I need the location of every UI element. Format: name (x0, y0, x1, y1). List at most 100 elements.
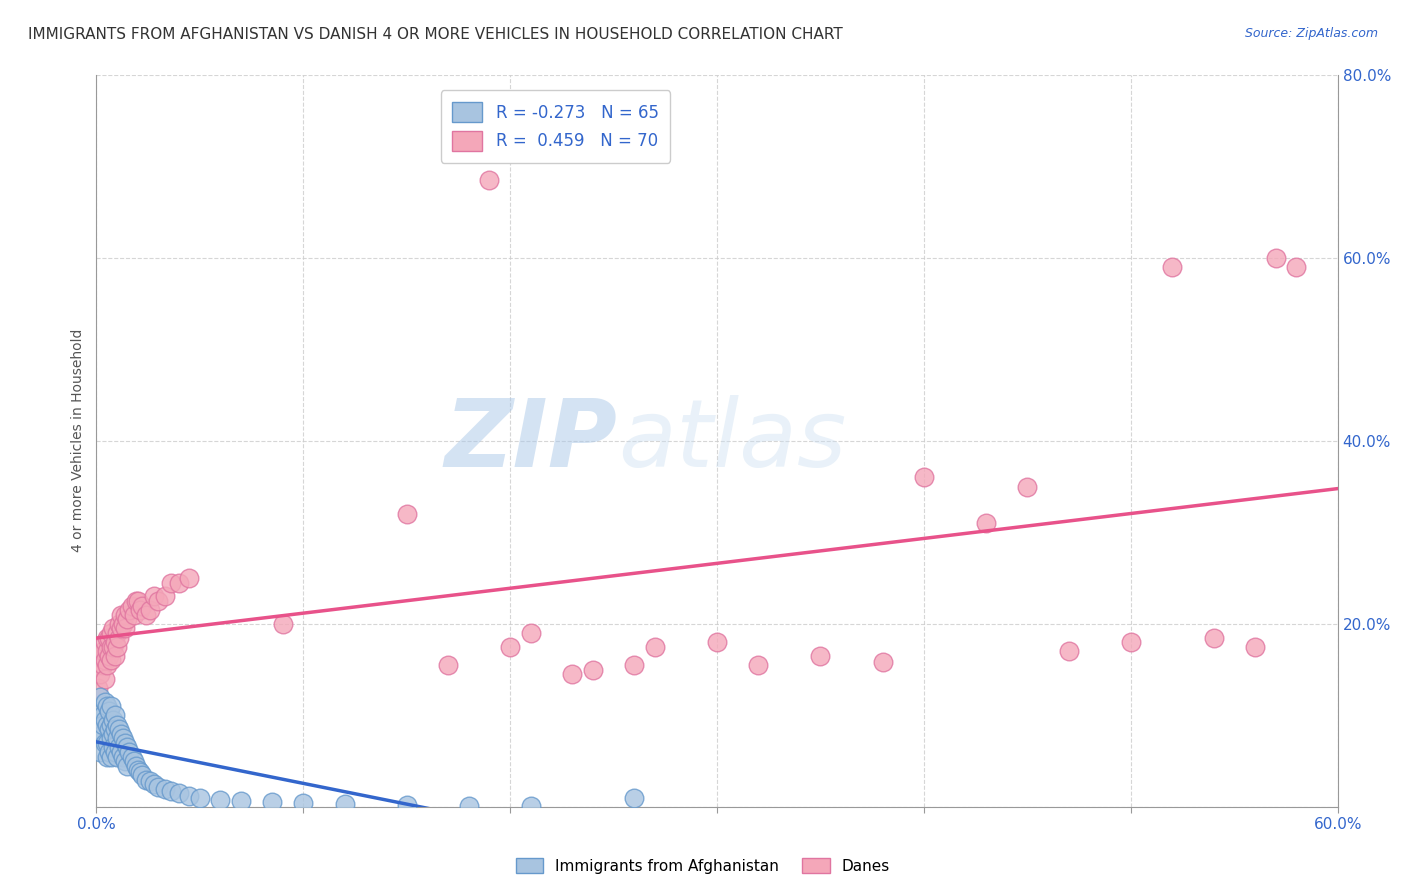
Point (100, 626, 122, 640)
Point (110, 727, 132, 741)
Point (97, 631, 120, 645)
Point (395, 507, 418, 521)
Point (143, 777, 166, 791)
Point (100, 717, 122, 731)
Point (128, 603, 150, 617)
Point (100, 640, 122, 654)
Point (122, 754, 145, 768)
Point (262, 796, 284, 810)
Point (912, 470, 935, 484)
Point (93, 672, 115, 686)
Point (333, 797, 356, 812)
Point (97, 722, 120, 736)
Point (114, 736, 136, 750)
Point (1244, 640, 1267, 654)
Point (112, 731, 135, 746)
Point (478, 173, 501, 187)
Point (91, 658, 114, 673)
Point (623, 790, 645, 805)
Text: Source: ZipAtlas.com: Source: ZipAtlas.com (1244, 27, 1378, 40)
Point (93, 695, 115, 709)
Point (108, 722, 131, 736)
Point (105, 626, 128, 640)
Point (91, 644, 114, 658)
Point (153, 590, 176, 604)
Point (520, 799, 543, 814)
Point (93, 635, 115, 649)
Point (101, 640, 124, 654)
Point (499, 640, 522, 654)
Point (101, 622, 124, 636)
Point (108, 740, 131, 755)
Text: atlas: atlas (617, 395, 846, 486)
Point (143, 590, 166, 604)
Point (167, 575, 190, 590)
Point (104, 635, 127, 649)
Point (96, 736, 118, 750)
Point (117, 612, 139, 626)
Point (153, 781, 176, 796)
Point (131, 599, 153, 613)
Legend: R = -0.273   N = 65, R =  0.459   N = 70: R = -0.273 N = 65, R = 0.459 N = 70 (441, 90, 671, 162)
Point (89, 667, 111, 681)
Point (97, 648, 120, 663)
Point (96, 644, 118, 658)
Point (395, 798, 418, 813)
Point (1285, 260, 1308, 274)
Point (1264, 251, 1286, 265)
Point (105, 640, 128, 654)
Point (121, 599, 143, 613)
Point (457, 799, 479, 814)
Point (127, 594, 149, 608)
Point (122, 607, 145, 622)
Point (104, 648, 127, 663)
Point (188, 790, 211, 805)
Point (118, 745, 141, 759)
Point (104, 708, 127, 723)
Point (114, 754, 136, 768)
Point (179, 789, 201, 803)
Point (87, 681, 110, 695)
Point (117, 759, 139, 773)
Point (110, 745, 132, 759)
Point (104, 745, 127, 759)
Point (209, 792, 232, 806)
Point (159, 575, 181, 590)
Point (105, 731, 128, 746)
Point (100, 749, 122, 764)
Point (101, 713, 124, 727)
Point (127, 764, 149, 778)
Point (91, 717, 114, 731)
Point (872, 656, 894, 670)
Point (810, 648, 832, 663)
Legend: Immigrants from Afghanistan, Danes: Immigrants from Afghanistan, Danes (509, 852, 897, 880)
Point (112, 749, 135, 764)
Point (114, 607, 136, 622)
Point (93, 736, 115, 750)
Point (101, 727, 124, 741)
Point (271, 616, 294, 631)
Point (135, 607, 157, 622)
Point (112, 616, 135, 631)
Point (124, 759, 146, 773)
Point (101, 740, 124, 755)
Point (100, 653, 122, 667)
Y-axis label: 4 or more Vehicles in Household: 4 or more Vehicles in Household (72, 329, 86, 552)
Point (91, 727, 114, 741)
Point (117, 740, 139, 755)
Point (159, 783, 181, 797)
Point (105, 717, 128, 731)
Point (121, 749, 143, 764)
Point (114, 622, 136, 636)
Point (89, 648, 111, 663)
Point (135, 772, 157, 787)
Point (561, 667, 583, 681)
Point (96, 749, 118, 764)
Point (1057, 644, 1080, 658)
Point (100, 731, 122, 746)
Text: ZIP: ZIP (444, 395, 617, 487)
Point (97, 704, 120, 718)
Point (292, 797, 315, 811)
Point (139, 774, 162, 789)
Point (139, 603, 162, 617)
